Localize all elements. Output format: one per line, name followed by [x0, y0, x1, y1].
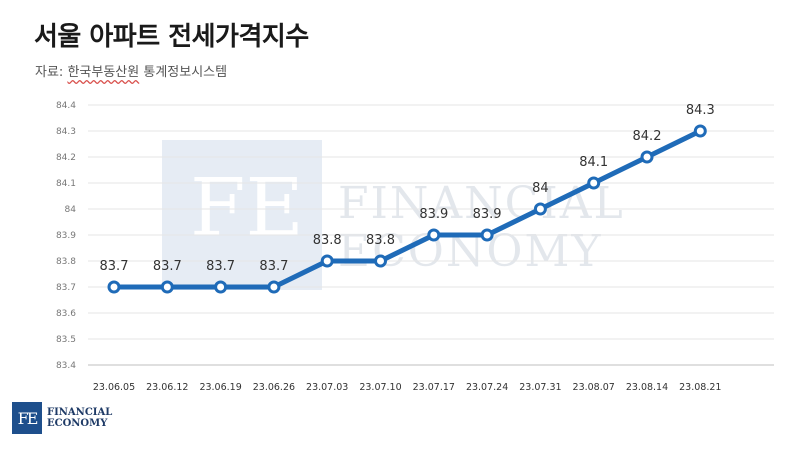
data-label: 83.8	[366, 233, 395, 248]
logo-line2: ECONOMY	[47, 418, 108, 429]
data-point	[693, 124, 707, 138]
data-point	[214, 280, 228, 294]
series-line	[111, 128, 703, 290]
brand-logo: FE FINANCIAL ECONOMY	[12, 402, 112, 434]
data-point	[427, 228, 441, 242]
data-label: 83.9	[473, 207, 502, 222]
x-tick-label: 23.06.19	[199, 382, 241, 393]
y-tick-label: 84	[65, 205, 77, 215]
y-tick-label: 84.3	[56, 127, 76, 137]
data-label: 84.3	[686, 103, 715, 118]
data-label: 83.7	[153, 259, 182, 274]
data-label: 84.2	[633, 129, 662, 144]
x-tick-label: 23.08.07	[573, 382, 615, 393]
y-tick-label: 83.6	[56, 309, 76, 319]
y-tick-label: 83.5	[56, 335, 76, 345]
x-tick-label: 23.06.26	[253, 382, 295, 393]
x-tick-label: 23.07.10	[359, 382, 401, 393]
source-prefix: 자료:	[35, 65, 64, 80]
data-point	[533, 202, 547, 216]
x-tick-label: 23.07.17	[413, 382, 455, 393]
data-point	[320, 254, 334, 268]
x-tick-label: 23.07.31	[519, 382, 561, 393]
y-tick-label: 83.9	[56, 231, 76, 241]
series-line-path	[111, 128, 703, 290]
data-point	[160, 280, 174, 294]
y-tick-labels: 83.4 83.5 83.6 83.7 83.8 83.9 84 84.1 84.2 84.3 84…	[56, 101, 76, 371]
chart-title: 서울 아파트 전세가격지수	[34, 22, 309, 52]
data-point	[267, 280, 281, 294]
logo-line1: FINANCIAL	[47, 406, 113, 418]
data-point	[480, 228, 494, 242]
logo-text: FINANCIAL ECONOMY	[47, 407, 112, 430]
data-label: 83.8	[313, 233, 342, 248]
x-tick-labels: 23.06.05 23.06.12 23.06.19 23.06.26 23.07.03…	[93, 382, 722, 393]
x-tick-label: 23.08.21	[679, 382, 721, 393]
source-name: 한국부동산원	[67, 65, 140, 80]
y-tick-label: 83.8	[56, 257, 76, 267]
y-tick-label: 83.4	[56, 361, 76, 371]
y-tick-label: 84.4	[56, 101, 76, 111]
x-tick-label: 23.06.05	[93, 382, 135, 393]
data-point	[640, 150, 654, 164]
data-point	[374, 254, 387, 268]
data-label: 83.7	[100, 259, 129, 274]
x-tick-label: 23.06.12	[146, 382, 188, 393]
data-label: 83.7	[206, 259, 235, 274]
y-tick-label: 84.1	[56, 179, 76, 189]
data-point	[587, 176, 601, 190]
data-labels: 83.7 83.7 83.7 83.7 83.8 83.8 83.9 83.9 84 84.1 84…	[100, 103, 715, 274]
y-tick-label: 83.7	[56, 283, 76, 293]
x-tick-label: 23.07.03	[306, 382, 348, 393]
logo-monogram: FE	[12, 402, 42, 434]
data-label: 84	[532, 181, 549, 196]
x-tick-label: 23.08.14	[626, 382, 668, 393]
source-suffix: 통계정보시스템	[143, 65, 228, 80]
data-label: 83.9	[419, 207, 448, 222]
x-tick-label: 23.07.24	[466, 382, 508, 393]
data-points	[107, 124, 707, 294]
data-point	[107, 280, 121, 294]
y-tick-label: 84.2	[56, 153, 76, 163]
source-note: 자료: 한국부동산원 통계정보시스템	[35, 61, 227, 80]
data-label: 84.1	[579, 155, 608, 170]
data-label: 83.7	[259, 259, 288, 274]
